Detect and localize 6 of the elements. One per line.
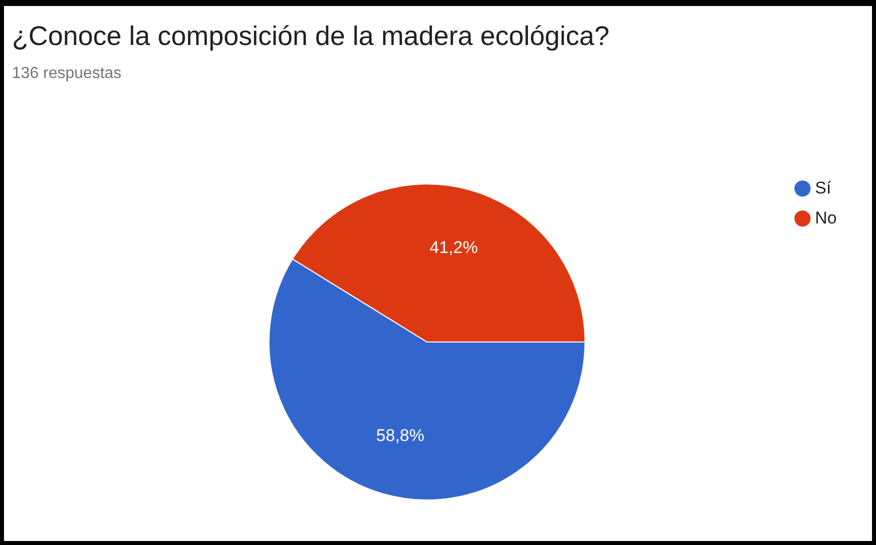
legend-label: Sí	[815, 178, 832, 198]
data-label: 58,8%	[376, 426, 424, 446]
data-label: 41,2%	[430, 238, 478, 257]
text: 136 respuestas	[12, 65, 122, 82]
chart-title: ¿Conoce la composición de la madera ecológica?	[12, 21, 610, 51]
legend-label: No	[815, 208, 837, 228]
